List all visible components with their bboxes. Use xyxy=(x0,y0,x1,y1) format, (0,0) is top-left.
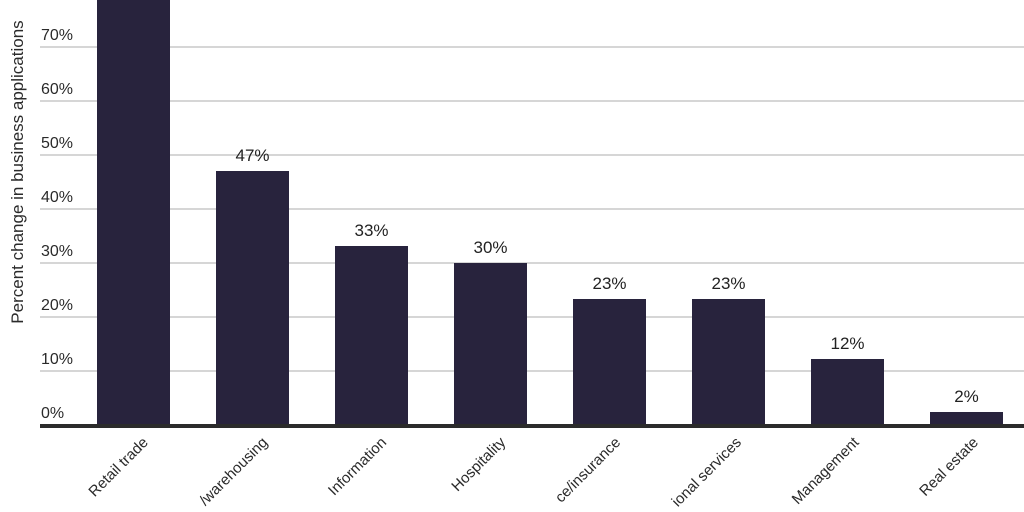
x-axis-line xyxy=(40,424,1024,428)
bar-retail-trade xyxy=(97,0,170,425)
y-tick-30: 30% xyxy=(41,243,74,260)
y-tick-70: 70% xyxy=(41,27,74,44)
gridline-70 xyxy=(40,46,1024,48)
bar-management xyxy=(811,359,884,425)
x-label-management: Management xyxy=(789,434,864,508)
x-label-finance-insurance: ce/insurance xyxy=(551,434,625,507)
bar-real-estate xyxy=(930,412,1003,425)
y-tick-0: 0% xyxy=(41,405,65,422)
value-label: 2% xyxy=(954,387,979,406)
gridline-60 xyxy=(40,100,1024,102)
y-tick-50: 50% xyxy=(41,135,74,152)
x-label-warehousing: /warehousing xyxy=(195,434,272,510)
x-label-retail-trade: Retail trade xyxy=(85,434,153,501)
gridline-10 xyxy=(40,370,1024,372)
x-label-information: Information xyxy=(324,434,391,500)
y-axis-label: Percent change in business applications xyxy=(8,20,27,324)
x-label-professional-services: ional services xyxy=(668,434,746,511)
gridline-50 xyxy=(40,154,1024,156)
bar-warehousing xyxy=(216,171,289,425)
y-tick-40: 40% xyxy=(41,189,74,206)
value-label: 12% xyxy=(830,334,865,353)
value-label: 23% xyxy=(711,274,746,293)
bar-hospitality xyxy=(454,263,527,425)
gridline-30 xyxy=(40,262,1024,264)
y-tick-20: 20% xyxy=(41,297,74,314)
value-label: 47% xyxy=(235,146,270,165)
value-label: 23% xyxy=(592,274,627,293)
gridline-20 xyxy=(40,316,1024,318)
bar-finance-insurance xyxy=(573,299,646,425)
value-label: 33% xyxy=(354,221,389,240)
y-tick-10: 10% xyxy=(41,351,74,368)
x-label-real-estate: Real estate xyxy=(916,434,983,500)
bar-professional-services xyxy=(692,299,765,425)
y-tick-60: 60% xyxy=(41,81,74,98)
bar-information xyxy=(335,246,408,425)
gridline-40 xyxy=(40,208,1024,210)
x-label-hospitality: Hospitality xyxy=(448,434,510,495)
value-label: 30% xyxy=(473,238,508,257)
